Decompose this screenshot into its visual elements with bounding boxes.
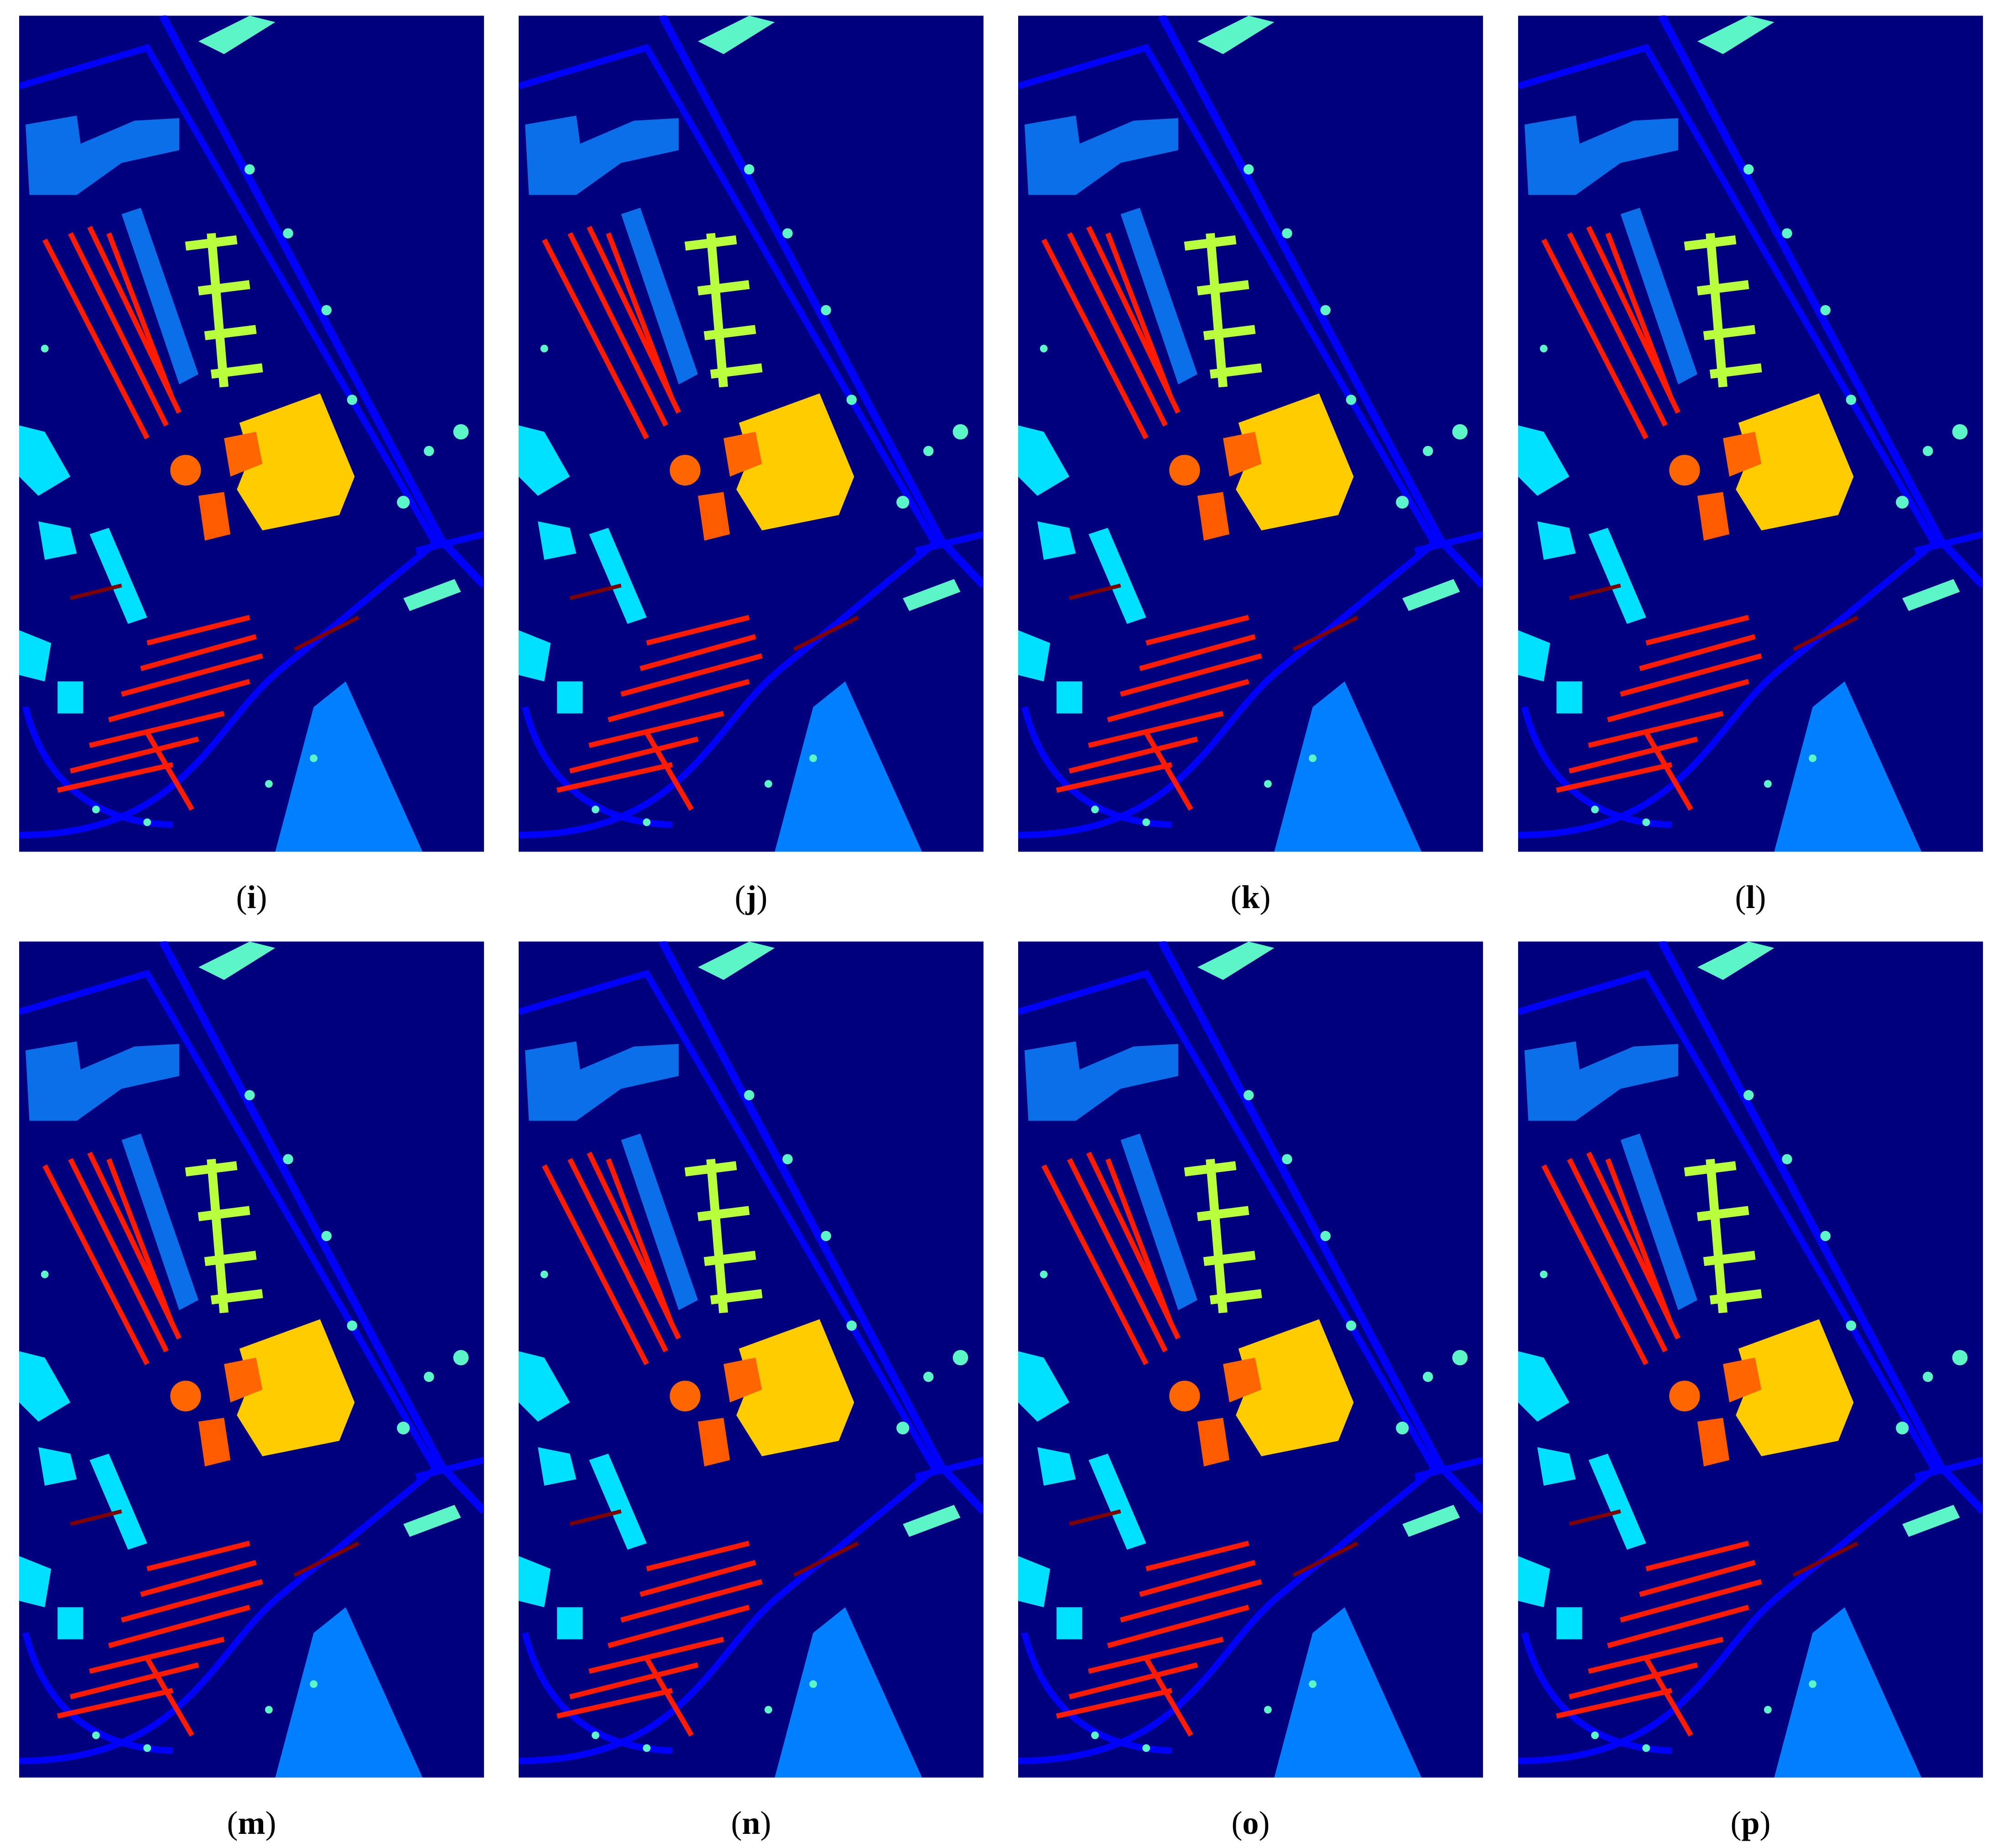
- panel-label: (i): [236, 879, 267, 915]
- panel-label: (j): [735, 879, 768, 915]
- panel-grid: (i) (j) (k) (l) (m) (n) (o) (p): [19, 16, 1983, 1841]
- classification-map: [519, 941, 983, 1777]
- classification-map: [1018, 16, 1483, 851]
- panel-label: (m): [227, 1805, 276, 1841]
- classification-map: [1518, 941, 1983, 1777]
- classification-map: [19, 16, 484, 851]
- panel-label: (k): [1230, 879, 1270, 915]
- panel-label: (l): [1735, 879, 1766, 915]
- classification-map: [519, 16, 983, 851]
- classification-map: [19, 941, 484, 1777]
- panel-label: (o): [1232, 1805, 1270, 1841]
- classification-map: [1518, 16, 1983, 851]
- panel-label: (n): [731, 1805, 771, 1841]
- panel-label: (p): [1730, 1805, 1770, 1841]
- classification-map: [1018, 941, 1483, 1777]
